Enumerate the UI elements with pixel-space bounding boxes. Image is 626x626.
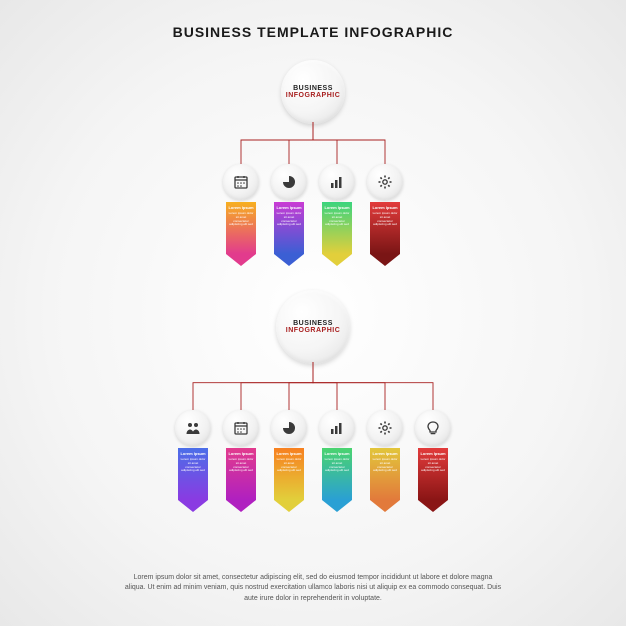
gear-icon (377, 420, 393, 436)
bulb-icon (425, 420, 441, 436)
banner-title: Lorem Ipsum (372, 452, 398, 456)
leaf-circle-bar (319, 410, 355, 446)
group-6: BUSINESSINFOGRAPHIC Lorem Ipsum Lorem ipsu… (163, 290, 463, 530)
banner-tail (370, 500, 400, 512)
connector-lines (211, 122, 415, 166)
banner-text: Lorem ipsum dolor sit amet consectetur a… (324, 212, 350, 226)
banner-title: Lorem Ipsum (276, 206, 302, 210)
leaf-circle-pie (271, 164, 307, 200)
banner-text: Lorem ipsum dolor sit amet consectetur a… (420, 458, 446, 472)
bar-icon (329, 174, 345, 190)
banner: Lorem Ipsum Lorem ipsum dolor sit amet co… (322, 202, 352, 266)
root-label-line1: BUSINESS (293, 320, 333, 327)
banner-text: Lorem ipsum dolor sit amet consectetur a… (324, 458, 350, 472)
people-icon (185, 420, 201, 436)
banner-title: Lorem Ipsum (180, 452, 206, 456)
banner: Lorem Ipsum Lorem ipsum dolor sit amet co… (274, 202, 304, 266)
leaf-circle-calendar (223, 164, 259, 200)
page-title: BUSINESS TEMPLATE INFOGRAPHIC (0, 0, 626, 40)
leaf-circle-calendar (223, 410, 259, 446)
banner-tail (226, 500, 256, 512)
banner-body: Lorem Ipsum Lorem ipsum dolor sit amet co… (370, 202, 400, 254)
banner-body: Lorem Ipsum Lorem ipsum dolor sit amet co… (274, 448, 304, 500)
root-label-line2: INFOGRAPHIC (286, 327, 341, 334)
leaf-circle-people (175, 410, 211, 446)
banner: Lorem Ipsum Lorem ipsum dolor sit amet co… (418, 448, 448, 512)
banner-text: Lorem ipsum dolor sit amet consectetur a… (276, 212, 302, 226)
banner-title: Lorem Ipsum (324, 206, 350, 210)
banner-body: Lorem Ipsum Lorem ipsum dolor sit amet co… (274, 202, 304, 254)
banner-tail (370, 254, 400, 266)
footer-text: Lorem ipsum dolor sit amet, consectetur … (123, 573, 503, 605)
banner-body: Lorem Ipsum Lorem ipsum dolor sit amet co… (322, 202, 352, 254)
banner-tail (226, 254, 256, 266)
leaf-circle-pie (271, 410, 307, 446)
banner-text: Lorem ipsum dolor sit amet consectetur a… (228, 458, 254, 472)
banner-body: Lorem Ipsum Lorem ipsum dolor sit amet co… (322, 448, 352, 500)
leaf-circle-gear (367, 164, 403, 200)
banner: Lorem Ipsum Lorem ipsum dolor sit amet co… (178, 448, 208, 512)
banner-tail (418, 500, 448, 512)
root-circle: BUSINESSINFOGRAPHIC (276, 290, 350, 364)
banner-title: Lorem Ipsum (372, 206, 398, 210)
banner-tail (178, 500, 208, 512)
root-label-line1: BUSINESS (293, 85, 333, 92)
group-4: BUSINESSINFOGRAPHIC Lorem Ipsum Lorem ipsu… (211, 60, 415, 300)
banner-title: Lorem Ipsum (228, 452, 254, 456)
banner-text: Lorem ipsum dolor sit amet consectetur a… (372, 212, 398, 226)
banner-body: Lorem Ipsum Lorem ipsum dolor sit amet co… (226, 202, 256, 254)
banner-title: Lorem Ipsum (324, 452, 350, 456)
banner-body: Lorem Ipsum Lorem ipsum dolor sit amet co… (370, 448, 400, 500)
banner: Lorem Ipsum Lorem ipsum dolor sit amet co… (226, 202, 256, 266)
calendar-icon (233, 174, 249, 190)
banner-text: Lorem ipsum dolor sit amet consectetur a… (228, 212, 254, 226)
banner-title: Lorem Ipsum (228, 206, 254, 210)
bar-icon (329, 420, 345, 436)
calendar-icon (233, 420, 249, 436)
pie-icon (281, 420, 297, 436)
banner-body: Lorem Ipsum Lorem ipsum dolor sit amet co… (178, 448, 208, 500)
banner: Lorem Ipsum Lorem ipsum dolor sit amet co… (274, 448, 304, 512)
banner-body: Lorem Ipsum Lorem ipsum dolor sit amet co… (418, 448, 448, 500)
banner-tail (322, 254, 352, 266)
root-label-line2: INFOGRAPHIC (286, 92, 341, 99)
banner-text: Lorem ipsum dolor sit amet consectetur a… (372, 458, 398, 472)
banner-title: Lorem Ipsum (420, 452, 446, 456)
banner: Lorem Ipsum Lorem ipsum dolor sit amet co… (370, 448, 400, 512)
banner: Lorem Ipsum Lorem ipsum dolor sit amet co… (322, 448, 352, 512)
banner-text: Lorem ipsum dolor sit amet consectetur a… (276, 458, 302, 472)
banner-tail (322, 500, 352, 512)
banner: Lorem Ipsum Lorem ipsum dolor sit amet co… (226, 448, 256, 512)
root-circle: BUSINESSINFOGRAPHIC (281, 60, 345, 124)
banner-title: Lorem Ipsum (276, 452, 302, 456)
leaf-circle-gear (367, 410, 403, 446)
pie-icon (281, 174, 297, 190)
banner: Lorem Ipsum Lorem ipsum dolor sit amet co… (370, 202, 400, 266)
leaf-circle-bulb (415, 410, 451, 446)
leaf-circle-bar (319, 164, 355, 200)
banner-tail (274, 254, 304, 266)
connector-lines (163, 362, 463, 412)
gear-icon (377, 174, 393, 190)
banner-tail (274, 500, 304, 512)
banner-body: Lorem Ipsum Lorem ipsum dolor sit amet co… (226, 448, 256, 500)
banner-text: Lorem ipsum dolor sit amet consectetur a… (180, 458, 206, 472)
